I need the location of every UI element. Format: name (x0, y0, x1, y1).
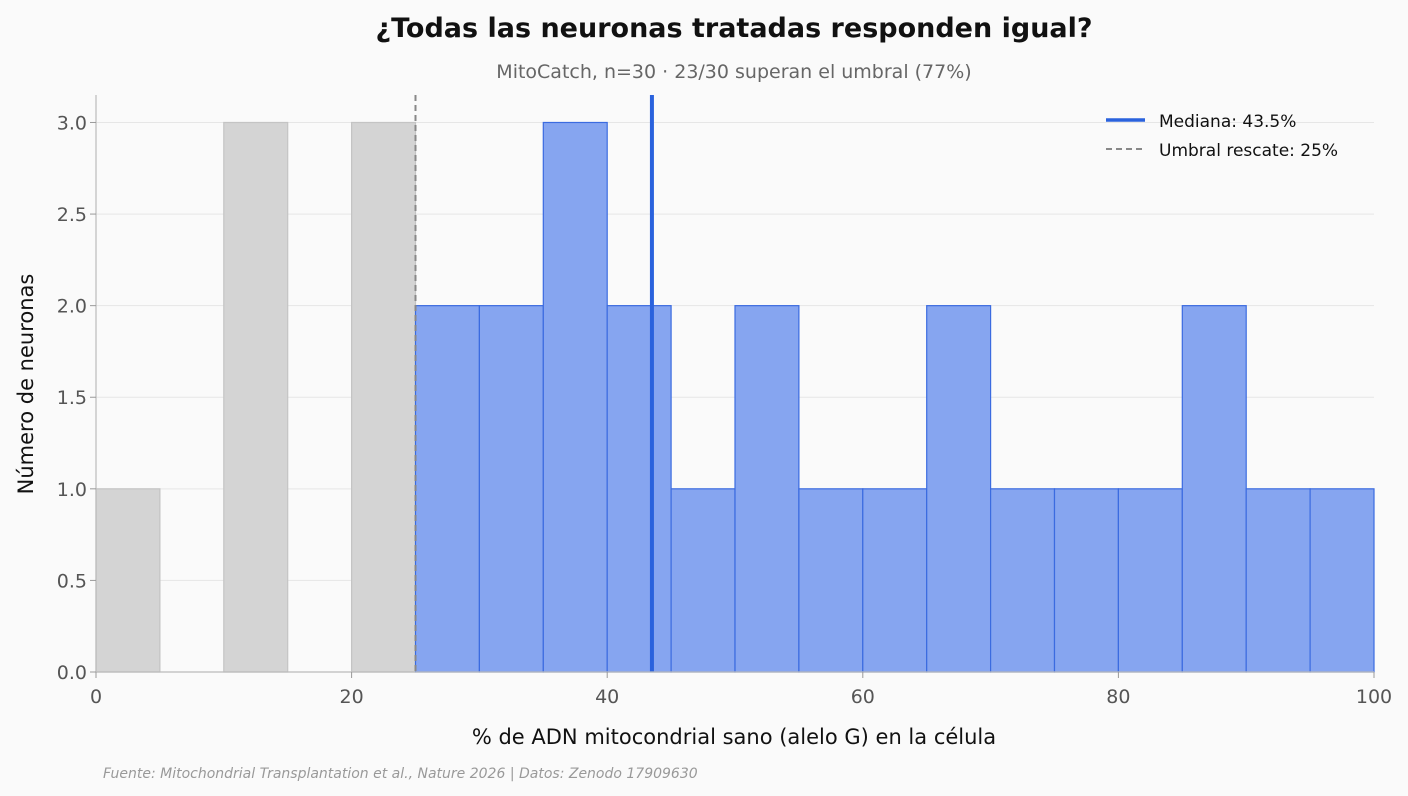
legend-label-threshold: Umbral rescate: 25% (1159, 141, 1338, 161)
histogram-bar-below-threshold (223, 121, 289, 673)
chart-subtitle: MitoCatch, n=30 · 23/30 superan el umbra… (496, 61, 971, 83)
y-tick-label: 1.5 (57, 387, 87, 409)
histogram-bar-above-threshold (606, 305, 672, 673)
histogram-bar-above-threshold (670, 488, 736, 673)
histogram-bar-below-threshold (351, 121, 417, 673)
y-tick-label: 2.5 (57, 204, 87, 226)
y-axis-label: Número de neuronas (14, 274, 38, 495)
source-note: Fuente: Mitochondrial Transplantation et… (103, 766, 698, 782)
chart-title: ¿Todas las neuronas tratadas responden i… (375, 13, 1092, 44)
axes (95, 95, 1374, 673)
x-tick-label: 40 (595, 686, 619, 708)
tick-labels: 0 20 40 60 80 100 0.0 0.5 1.0 1.5 2.0 2.5 3.0 (57, 112, 1392, 708)
x-tick-label: 60 (851, 686, 875, 708)
histogram-bar-above-threshold (926, 305, 992, 673)
histogram-bar-above-threshold (798, 488, 864, 673)
histogram-bar-above-threshold (542, 121, 608, 673)
histogram-bar-above-threshold (478, 305, 544, 673)
histogram-bar-above-threshold (1053, 488, 1120, 673)
histogram-bar-above-threshold (1117, 488, 1183, 673)
legend-label-median: Mediana: 43.5% (1159, 112, 1296, 132)
x-axis-label: % de ADN mitocondrial sano (alelo G) en … (472, 725, 996, 749)
y-tick-label: 0.5 (57, 570, 87, 592)
y-tick-label: 2.0 (57, 296, 87, 318)
histogram-bar-above-threshold (862, 488, 928, 673)
histogram-bar-above-threshold (734, 305, 800, 673)
histogram-bar-above-threshold (1309, 488, 1375, 673)
y-tick-label: 0.0 (57, 662, 87, 684)
legend: Mediana: 43.5% Umbral rescate: 25% (1106, 112, 1338, 161)
reference-lines (414, 95, 654, 672)
x-tick-label: 80 (1106, 686, 1130, 708)
y-tick-label: 3.0 (57, 112, 87, 134)
histogram-bar-below-threshold (95, 488, 161, 673)
histogram-bar-above-threshold (1181, 305, 1247, 673)
histogram-bar-above-threshold (1245, 488, 1311, 673)
histogram-bar-above-threshold (414, 305, 481, 673)
histogram-bar-above-threshold (989, 488, 1056, 673)
x-tick-label: 20 (340, 686, 364, 708)
histogram-bars (95, 121, 1375, 673)
y-tick-label: 1.0 (57, 479, 87, 501)
x-tick-label: 0 (90, 686, 102, 708)
x-tick-label: 100 (1356, 686, 1392, 708)
